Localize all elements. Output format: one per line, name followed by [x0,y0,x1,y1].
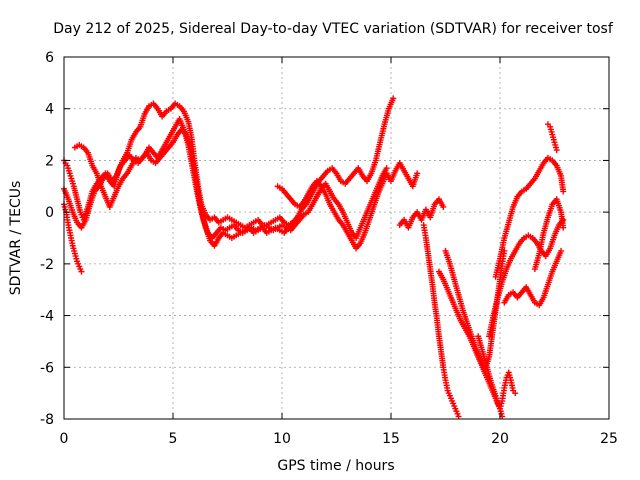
x-tick-label: 15 [382,431,400,447]
data-point [414,170,421,177]
x-tick-label: 25 [600,431,618,447]
data-point [440,203,447,210]
series-4 [274,160,447,252]
data-point [553,147,560,154]
y-tick-label: 0 [45,205,54,221]
data-point [78,268,85,275]
series-3 [61,116,296,275]
series-1 [61,95,397,231]
data-point [560,224,567,231]
data-point [558,247,565,254]
series-6 [475,121,567,412]
data-point [289,219,296,226]
data-markers [61,95,567,420]
series-5 [420,222,508,420]
chart-title: Day 212 of 2025, Sidereal Day-to-day VTE… [53,21,614,37]
y-tick-label: 4 [45,102,54,118]
data-point [512,390,519,397]
data-point [383,165,390,172]
x-tick-label: 10 [273,431,291,447]
data-point [390,95,397,102]
x-tick-label: 20 [491,431,509,447]
series-2 [61,126,390,241]
data-point [455,413,462,420]
y-tick-label: -6 [40,360,54,376]
y-tick-label: -4 [40,309,54,325]
x-tick-label: 5 [169,431,178,447]
x-axis-label: GPS time / hours [277,458,394,474]
y-tick-label: -2 [40,257,54,273]
data-point [560,188,567,195]
x-tick-label: 0 [60,431,69,447]
ticks: 0 5 10 15 20 25 -8 -6 -4 -2 0 2 4 6 [40,50,618,447]
y-tick-label: -8 [40,412,54,428]
y-axis-label: SDTVAR / TECUs [8,181,24,296]
plot-frame [63,56,610,420]
y-tick-label: 6 [45,50,54,66]
y-tick-label: 2 [45,153,54,169]
